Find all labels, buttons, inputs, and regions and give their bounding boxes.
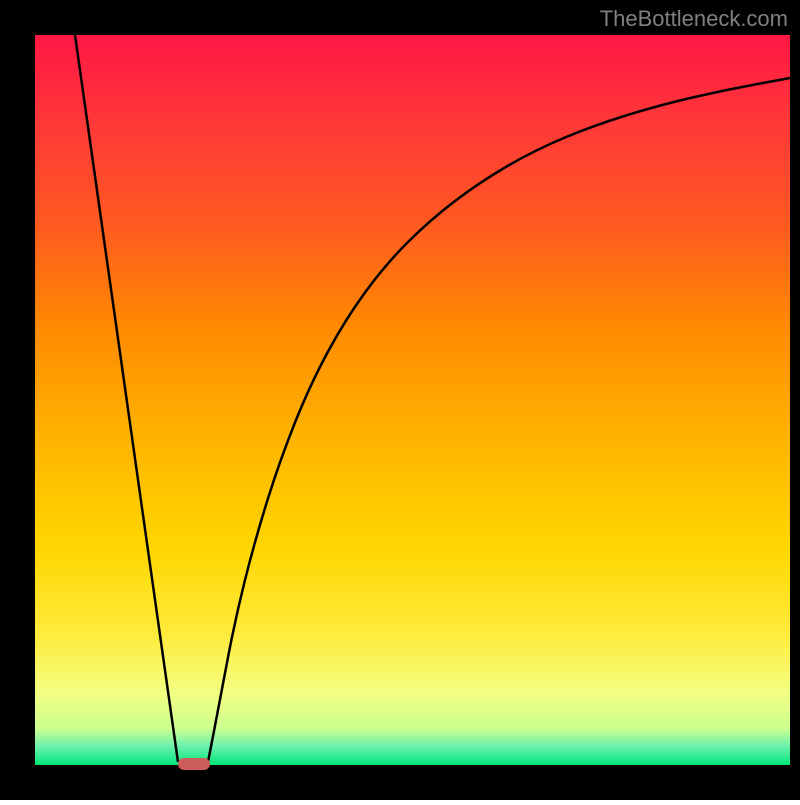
bottleneck-chart: TheBottleneck.com [0,0,800,800]
plot-area [35,35,790,765]
chart-svg [0,0,800,800]
watermark-text: TheBottleneck.com [600,6,788,32]
optimal-marker [178,758,210,770]
